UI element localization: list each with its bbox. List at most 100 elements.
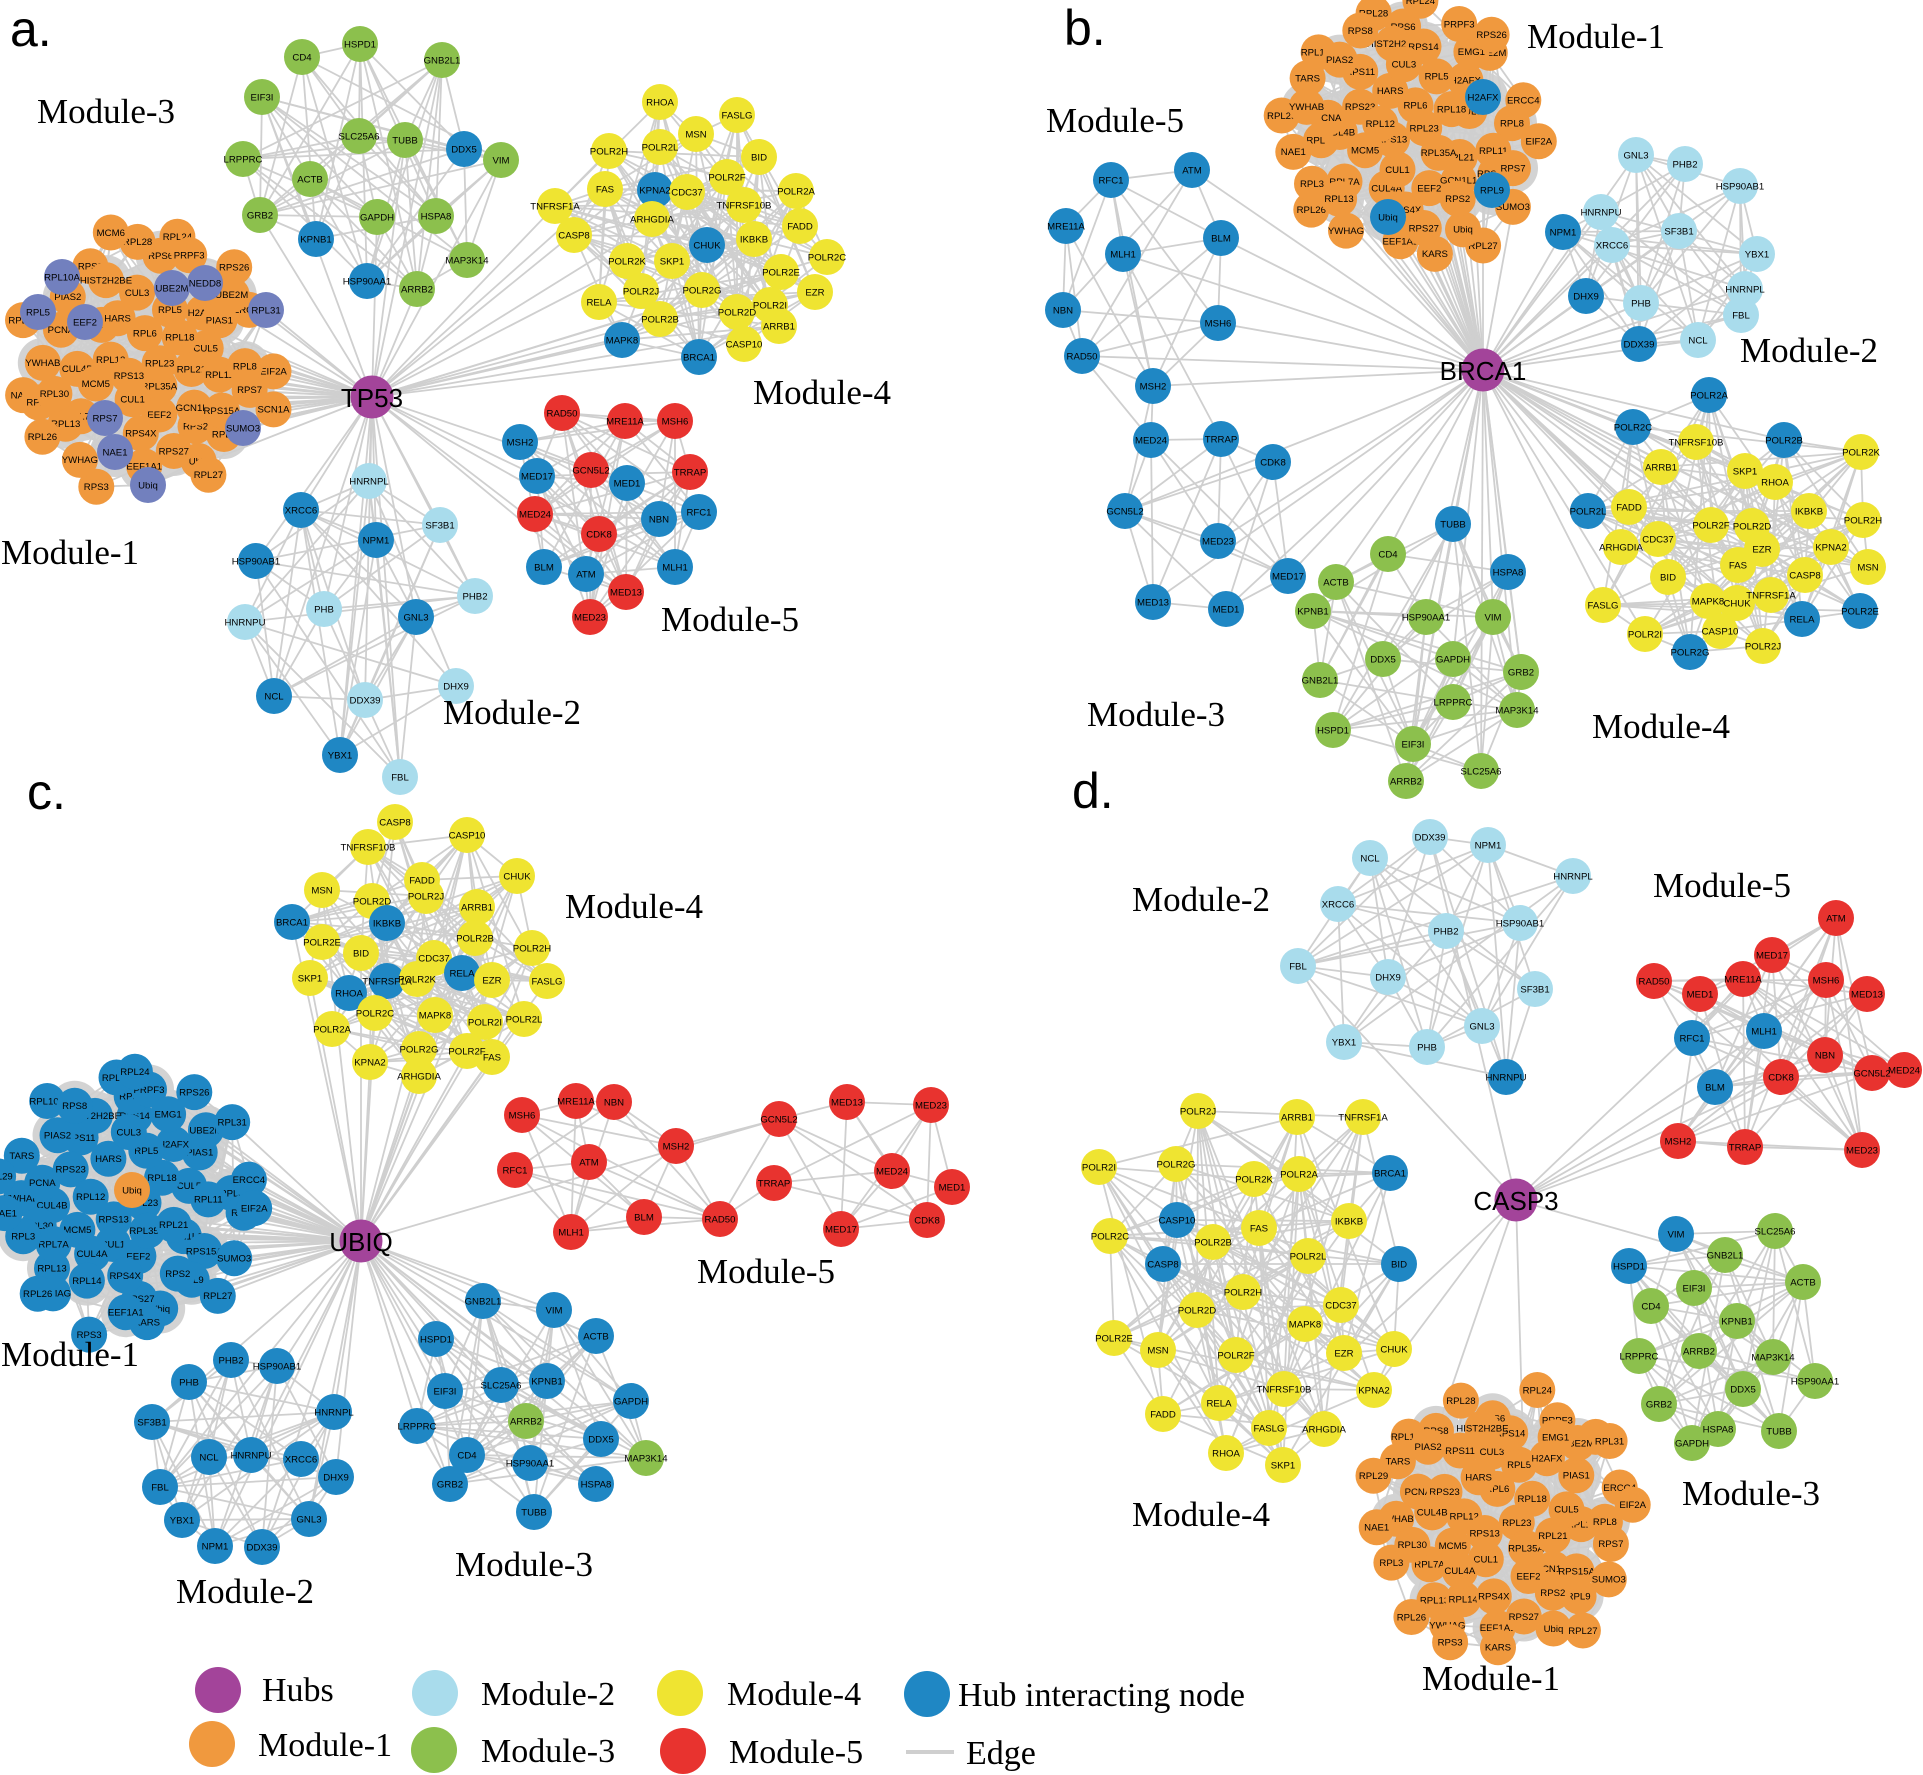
svg-text:PIAS1: PIAS1: [186, 1148, 213, 1159]
svg-text:GCN5L2: GCN5L2: [1106, 506, 1143, 517]
svg-text:EMG1: EMG1: [1542, 1433, 1569, 1444]
svg-text:ERCC4: ERCC4: [233, 1175, 266, 1186]
svg-text:HSPA8: HSPA8: [1493, 567, 1524, 578]
svg-text:YWHAB: YWHAB: [1289, 102, 1324, 113]
svg-text:a.: a.: [10, 1, 52, 57]
svg-text:POLR2G: POLR2G: [400, 1044, 439, 1055]
svg-text:TARS: TARS: [9, 1151, 34, 1162]
svg-text:NAE1: NAE1: [1364, 1523, 1389, 1534]
svg-text:DHX9: DHX9: [323, 1472, 349, 1483]
svg-text:CDC37: CDC37: [1325, 1300, 1356, 1311]
svg-text:Module-5: Module-5: [1046, 101, 1184, 140]
svg-text:RPL3: RPL3: [1379, 1558, 1403, 1569]
svg-text:RPL23: RPL23: [1502, 1518, 1531, 1529]
svg-text:Module-1: Module-1: [1527, 17, 1665, 56]
svg-text:POLR2A: POLR2A: [1690, 390, 1728, 401]
svg-text:RAD50: RAD50: [1639, 976, 1670, 987]
svg-text:TRRAP: TRRAP: [1729, 1142, 1762, 1153]
svg-text:ARRB2: ARRB2: [401, 284, 433, 295]
svg-text:BLM: BLM: [534, 562, 554, 573]
svg-text:RPS15A: RPS15A: [1558, 1567, 1595, 1578]
svg-text:RPL3: RPL3: [26, 398, 50, 409]
svg-text:CUL4A: CUL4A: [1371, 184, 1403, 195]
svg-text:POLR2G: POLR2G: [683, 285, 722, 296]
svg-text:CUL3: CUL3: [1480, 1447, 1505, 1458]
svg-text:HARS: HARS: [104, 314, 131, 325]
svg-text:CUL3: CUL3: [117, 1127, 142, 1138]
svg-text:ERCC4: ERCC4: [1507, 96, 1540, 107]
svg-text:RPL3: RPL3: [1300, 179, 1324, 190]
svg-text:POLR2L: POLR2L: [506, 1014, 543, 1025]
svg-text:PIAS2: PIAS2: [1414, 1442, 1441, 1453]
svg-text:CUL5: CUL5: [1554, 1505, 1579, 1516]
svg-text:RELA: RELA: [1206, 1398, 1232, 1409]
svg-text:MED23: MED23: [1202, 536, 1234, 547]
svg-text:YBX1: YBX1: [1745, 249, 1770, 260]
svg-text:EEF2: EEF2: [73, 317, 97, 328]
svg-text:NBN: NBN: [649, 514, 669, 525]
svg-text:GRB2: GRB2: [1508, 667, 1534, 678]
svg-text:RPL26: RPL26: [23, 1289, 52, 1300]
svg-text:RPL31: RPL31: [1595, 1436, 1624, 1447]
svg-text:CUL5: CUL5: [177, 1181, 202, 1192]
svg-text:EZR: EZR: [805, 287, 824, 298]
svg-text:PHB2: PHB2: [1672, 159, 1697, 170]
svg-text:CUL4A: CUL4A: [1444, 1566, 1476, 1577]
svg-text:RPL30: RPL30: [24, 1221, 53, 1232]
svg-text:RPL10A: RPL10A: [1301, 48, 1337, 59]
svg-text:RPL21: RPL21: [177, 364, 206, 375]
svg-text:Module-5: Module-5: [1653, 866, 1791, 905]
svg-text:DDX5: DDX5: [1730, 1384, 1756, 1395]
svg-text:MSH2: MSH2: [1140, 381, 1167, 392]
svg-text:RPS27: RPS27: [124, 1294, 154, 1305]
svg-text:GAPDH: GAPDH: [614, 1396, 648, 1407]
svg-text:RPL9: RPL9: [1567, 1592, 1591, 1603]
svg-text:MRE11A: MRE11A: [1724, 974, 1762, 985]
svg-text:KPNA2: KPNA2: [639, 185, 670, 196]
svg-text:NPM1: NPM1: [1475, 840, 1502, 851]
svg-text:POLR2H: POLR2H: [513, 943, 551, 954]
svg-text:CUL1: CUL1: [101, 1239, 126, 1250]
svg-text:EIF3I: EIF3I: [1683, 1283, 1706, 1294]
svg-text:PHB2: PHB2: [462, 591, 487, 602]
svg-text:CUL5: CUL5: [1457, 106, 1482, 117]
svg-text:GNB2L1: GNB2L1: [1302, 675, 1339, 686]
svg-text:POLR2K: POLR2K: [1842, 447, 1880, 458]
svg-text:NPM1: NPM1: [1550, 227, 1577, 238]
svg-text:RPL23: RPL23: [145, 359, 174, 370]
svg-text:MAP3K14: MAP3K14: [1751, 1352, 1795, 1363]
svg-text:DDX39: DDX39: [247, 1542, 278, 1553]
svg-text:TRRAP: TRRAP: [1205, 434, 1238, 445]
svg-text:CASP10: CASP10: [1159, 1215, 1196, 1226]
svg-text:UBIQ: UBIQ: [329, 1227, 393, 1257]
svg-text:RELA: RELA: [449, 968, 475, 979]
svg-text:ARRB1: ARRB1: [763, 321, 795, 332]
svg-text:RFC1: RFC1: [1679, 1033, 1704, 1044]
svg-text:EZR: EZR: [1752, 544, 1771, 555]
svg-text:IKBKB: IKBKB: [740, 234, 768, 245]
svg-text:RPL5: RPL5: [26, 307, 50, 318]
svg-text:CASP8: CASP8: [379, 817, 410, 828]
svg-text:RPS13: RPS13: [98, 1215, 128, 1226]
svg-text:Ubiq: Ubiq: [1378, 212, 1398, 223]
svg-text:UBE2M: UBE2M: [155, 283, 188, 294]
svg-text:EIF3I: EIF3I: [434, 1386, 457, 1397]
svg-text:BRCA1: BRCA1: [1374, 1168, 1406, 1179]
svg-text:UBE2M: UBE2M: [215, 290, 248, 301]
svg-text:RPS15A: RPS15A: [186, 1246, 223, 1257]
svg-text:CHUK: CHUK: [693, 240, 721, 251]
svg-text:ATM: ATM: [1182, 165, 1202, 176]
svg-text:CHUK: CHUK: [503, 871, 531, 882]
svg-text:POLR2I: POLR2I: [753, 300, 787, 311]
svg-text:EIF3I: EIF3I: [251, 92, 274, 103]
svg-text:GNB2L1: GNB2L1: [424, 55, 461, 66]
svg-text:MED24: MED24: [876, 1166, 909, 1177]
svg-text:BRCA1: BRCA1: [276, 917, 308, 928]
svg-text:RPL18: RPL18: [165, 333, 194, 344]
svg-text:HARS: HARS: [1465, 1473, 1492, 1484]
svg-text:EEF2: EEF2: [147, 410, 171, 421]
svg-text:RPS26: RPS26: [219, 263, 249, 274]
svg-text:CDK8: CDK8: [1260, 457, 1286, 468]
svg-text:SUMO3: SUMO3: [217, 1254, 251, 1265]
svg-text:RPL27: RPL27: [203, 1291, 232, 1302]
